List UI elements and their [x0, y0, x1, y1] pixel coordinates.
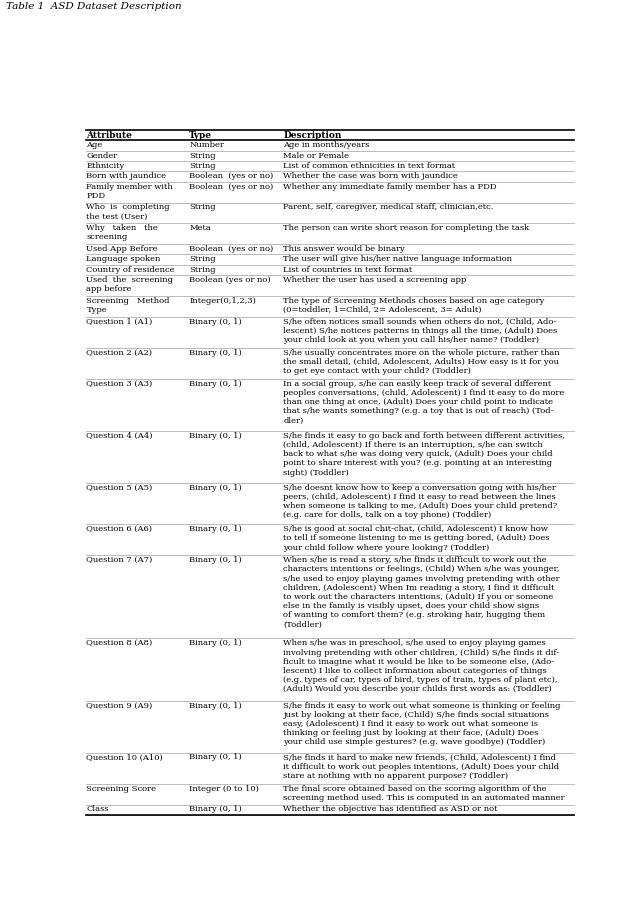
Text: Binary (0, 1): Binary (0, 1) — [189, 556, 242, 565]
Text: Age: Age — [86, 141, 102, 149]
Text: Boolean  (yes or no): Boolean (yes or no) — [189, 173, 273, 180]
Text: S/he doesnt know how to keep a conversation going with his/her
peers, (child, Ad: S/he doesnt know how to keep a conversat… — [284, 484, 557, 520]
Text: Language spoken: Language spoken — [86, 255, 161, 263]
Text: Integer(0,1,2,3): Integer(0,1,2,3) — [189, 297, 256, 305]
Text: Question 7 (A7): Question 7 (A7) — [86, 556, 153, 565]
Text: List of common ethnicities in text format: List of common ethnicities in text forma… — [284, 162, 456, 170]
Text: Binary (0, 1): Binary (0, 1) — [189, 754, 242, 761]
Text: This answer would be binary: This answer would be binary — [284, 245, 405, 253]
Text: When s/he was in preschool, s/he used to enjoy playing games
involving pretendin: When s/he was in preschool, s/he used to… — [284, 639, 559, 693]
Text: Attribute: Attribute — [86, 130, 132, 140]
Text: S/he usually concentrates more on the whole picture, rather than
the small detai: S/he usually concentrates more on the wh… — [284, 349, 560, 375]
Text: Ethnicity: Ethnicity — [86, 162, 125, 170]
Text: Screening Score: Screening Score — [86, 785, 156, 792]
Text: The final score obtained based on the scoring algorithm of the
screening method : The final score obtained based on the sc… — [284, 785, 565, 801]
Text: String: String — [189, 255, 216, 263]
Text: String: String — [189, 204, 216, 211]
Text: The person can write short reason for completing the task: The person can write short reason for co… — [284, 224, 530, 232]
Text: Gender: Gender — [86, 151, 118, 160]
Text: Binary (0, 1): Binary (0, 1) — [189, 701, 242, 710]
Text: Table 1  ASD Dataset Description: Table 1 ASD Dataset Description — [6, 2, 182, 11]
Text: Age in months/years: Age in months/years — [284, 141, 370, 149]
Text: Meta: Meta — [189, 224, 211, 232]
Text: Binary (0, 1): Binary (0, 1) — [189, 380, 242, 387]
Text: In a social group, s/he can easily keep track of several different
peoples conve: In a social group, s/he can easily keep … — [284, 380, 564, 425]
Text: Binary (0, 1): Binary (0, 1) — [189, 805, 242, 813]
Text: Binary (0, 1): Binary (0, 1) — [189, 525, 242, 533]
Text: Used  the  screening
app before: Used the screening app before — [86, 276, 173, 293]
Text: Type: Type — [189, 130, 212, 140]
Text: Question 1 (A1): Question 1 (A1) — [86, 318, 153, 326]
Text: Why   taken   the
screening: Why taken the screening — [86, 224, 158, 241]
Text: S/he finds it easy to go back and forth between different activities,
(child, Ad: S/he finds it easy to go back and forth … — [284, 431, 565, 476]
Text: S/he finds it hard to make new friends, (Child, Adolescent) I find
it difficult : S/he finds it hard to make new friends, … — [284, 754, 559, 780]
Text: Male or Female: Male or Female — [284, 151, 349, 160]
Text: Boolean  (yes or no): Boolean (yes or no) — [189, 245, 273, 253]
Text: The user will give his/her native language information: The user will give his/her native langua… — [284, 255, 513, 263]
Text: String: String — [189, 162, 216, 170]
Text: Number: Number — [189, 141, 224, 149]
Text: Question 2 (A2): Question 2 (A2) — [86, 349, 152, 357]
Text: Question 6 (A6): Question 6 (A6) — [86, 525, 152, 533]
Text: Question 10 (A10): Question 10 (A10) — [86, 754, 163, 761]
Text: Description: Description — [284, 130, 342, 140]
Text: Family member with
PDD: Family member with PDD — [86, 183, 173, 200]
Text: String: String — [189, 151, 216, 160]
Text: Question 3 (A3): Question 3 (A3) — [86, 380, 153, 387]
Text: Who  is  completing
the test (User): Who is completing the test (User) — [86, 204, 170, 220]
Text: The type of Screening Methods choses based on age category
(0=toddler, 1=Child, : The type of Screening Methods choses bas… — [284, 297, 545, 314]
Text: Country of residence: Country of residence — [86, 265, 175, 274]
Text: Question 5 (A5): Question 5 (A5) — [86, 484, 153, 492]
Text: Question 4 (A4): Question 4 (A4) — [86, 431, 153, 440]
Text: Binary (0, 1): Binary (0, 1) — [189, 431, 242, 440]
Text: Whether any immediate family member has a PDD: Whether any immediate family member has … — [284, 183, 497, 191]
Text: Binary (0, 1): Binary (0, 1) — [189, 349, 242, 357]
Text: Class: Class — [86, 805, 109, 813]
Text: Boolean  (yes or no): Boolean (yes or no) — [189, 183, 273, 191]
Text: Question 8 (A8): Question 8 (A8) — [86, 639, 153, 647]
Text: Question 9 (A9): Question 9 (A9) — [86, 701, 153, 710]
Text: Binary (0, 1): Binary (0, 1) — [189, 484, 242, 492]
Text: Boolean (yes or no): Boolean (yes or no) — [189, 276, 271, 284]
Text: Whether the case was born with jaundice: Whether the case was born with jaundice — [284, 173, 458, 180]
Text: List of countries in text format: List of countries in text format — [284, 265, 413, 274]
Text: String: String — [189, 265, 216, 274]
Text: Binary (0, 1): Binary (0, 1) — [189, 318, 242, 326]
Text: Screening   Method
Type: Screening Method Type — [86, 297, 170, 314]
Text: S/he often notices small sounds when others do not, (Child, Ado-
lescent) S/he n: S/he often notices small sounds when oth… — [284, 318, 557, 344]
Text: Used App Before: Used App Before — [86, 245, 158, 253]
Text: S/he is good at social chit-chat, (child, Adolescent) I know how
to tell if some: S/he is good at social chit-chat, (child… — [284, 525, 550, 552]
Text: Integer (0 to 10): Integer (0 to 10) — [189, 785, 259, 792]
Text: When s/he is read a story, s/he finds it difficult to work out the
characters in: When s/he is read a story, s/he finds it… — [284, 556, 560, 629]
Text: Whether the objective has identified as ASD or not: Whether the objective has identified as … — [284, 805, 498, 813]
Text: Born with jaundice: Born with jaundice — [86, 173, 166, 180]
Text: Parent, self, caregiver, medical staff, clinician,etc.: Parent, self, caregiver, medical staff, … — [284, 204, 493, 211]
Text: Whether the user has used a screening app: Whether the user has used a screening ap… — [284, 276, 467, 284]
Text: S/he finds it easy to work out what someone is thinking or feeling
just by looki: S/he finds it easy to work out what some… — [284, 701, 561, 746]
Text: Binary (0, 1): Binary (0, 1) — [189, 639, 242, 647]
